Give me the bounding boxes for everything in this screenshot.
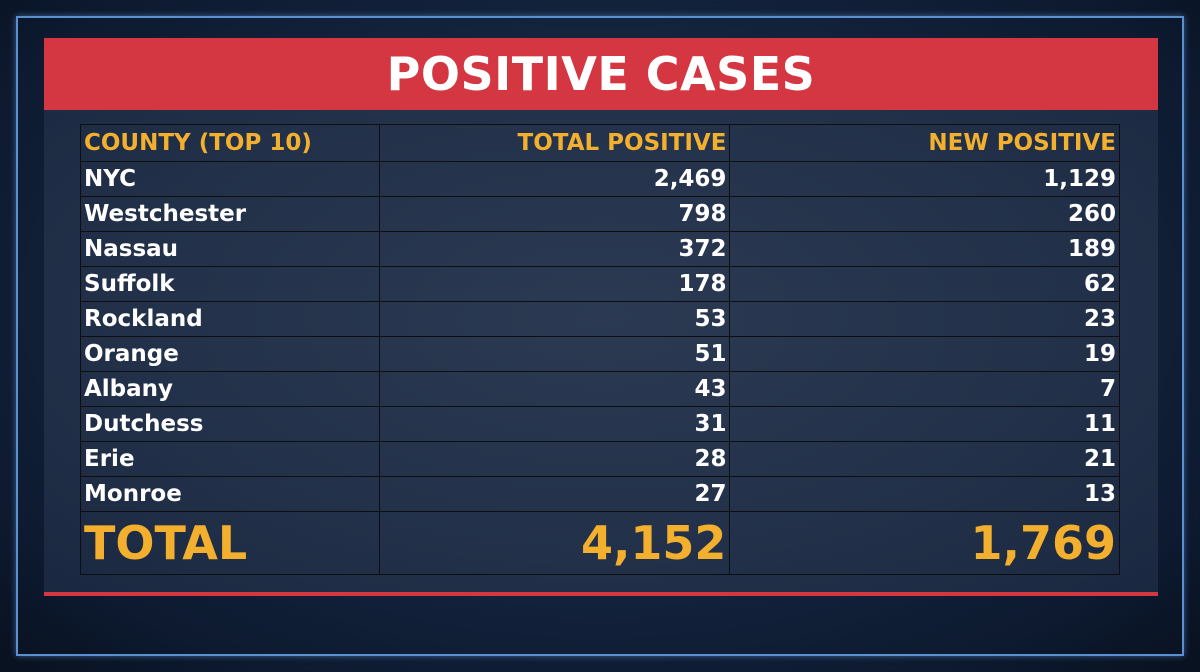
new-positive-sum: 1,769 bbox=[729, 511, 1120, 575]
table-row: Erie 28 21 bbox=[79, 441, 1120, 477]
total-positive-cell: 43 bbox=[379, 371, 731, 407]
county-cell: Orange bbox=[79, 336, 381, 372]
table-row: Suffolk 178 62 bbox=[79, 266, 1120, 302]
column-header-total-positive: TOTAL POSITIVE bbox=[379, 124, 731, 162]
column-header-county: COUNTY (TOP 10) bbox=[79, 124, 381, 162]
outer-frame bbox=[16, 16, 1184, 656]
total-positive-sum: 4,152 bbox=[379, 511, 731, 575]
bottom-accent-line bbox=[44, 592, 1158, 596]
table-row: Albany 43 7 bbox=[79, 371, 1120, 407]
new-positive-cell: 1,129 bbox=[729, 161, 1120, 197]
page-title: POSITIVE CASES bbox=[386, 47, 816, 101]
new-positive-cell: 62 bbox=[729, 266, 1120, 302]
county-cell: Erie bbox=[79, 441, 381, 477]
positive-cases-table: COUNTY (TOP 10) TOTAL POSITIVE NEW POSIT… bbox=[79, 124, 1120, 575]
total-positive-cell: 178 bbox=[379, 266, 731, 302]
total-positive-cell: 372 bbox=[379, 231, 731, 267]
total-positive-cell: 27 bbox=[379, 476, 731, 512]
table-header-row: COUNTY (TOP 10) TOTAL POSITIVE NEW POSIT… bbox=[79, 124, 1120, 162]
total-row: TOTAL 4,152 1,769 bbox=[79, 511, 1120, 575]
table-row: Orange 51 19 bbox=[79, 336, 1120, 372]
table-row: NYC 2,469 1,129 bbox=[79, 161, 1120, 197]
new-positive-cell: 23 bbox=[729, 301, 1120, 337]
total-positive-cell: 28 bbox=[379, 441, 731, 477]
new-positive-cell: 19 bbox=[729, 336, 1120, 372]
total-positive-cell: 798 bbox=[379, 196, 731, 232]
new-positive-cell: 21 bbox=[729, 441, 1120, 477]
new-positive-cell: 260 bbox=[729, 196, 1120, 232]
total-positive-cell: 51 bbox=[379, 336, 731, 372]
new-positive-cell: 7 bbox=[729, 371, 1120, 407]
county-cell: Nassau bbox=[79, 231, 381, 267]
total-positive-cell: 2,469 bbox=[379, 161, 731, 197]
table-row: Nassau 372 189 bbox=[79, 231, 1120, 267]
county-cell: Suffolk bbox=[79, 266, 381, 302]
total-positive-cell: 53 bbox=[379, 301, 731, 337]
table-row: Monroe 27 13 bbox=[79, 476, 1120, 512]
new-positive-cell: 189 bbox=[729, 231, 1120, 267]
county-cell: NYC bbox=[79, 161, 381, 197]
table-row: Dutchess 31 11 bbox=[79, 406, 1120, 442]
county-cell: Dutchess bbox=[79, 406, 381, 442]
county-cell: Monroe bbox=[79, 476, 381, 512]
total-label: TOTAL bbox=[79, 511, 381, 575]
column-header-new-positive: NEW POSITIVE bbox=[729, 124, 1120, 162]
new-positive-cell: 11 bbox=[729, 406, 1120, 442]
new-positive-cell: 13 bbox=[729, 476, 1120, 512]
table-row: Rockland 53 23 bbox=[79, 301, 1120, 337]
county-cell: Westchester bbox=[79, 196, 381, 232]
county-cell: Albany bbox=[79, 371, 381, 407]
total-positive-cell: 31 bbox=[379, 406, 731, 442]
title-banner: POSITIVE CASES bbox=[44, 38, 1158, 110]
table-row: Westchester 798 260 bbox=[79, 196, 1120, 232]
county-cell: Rockland bbox=[79, 301, 381, 337]
